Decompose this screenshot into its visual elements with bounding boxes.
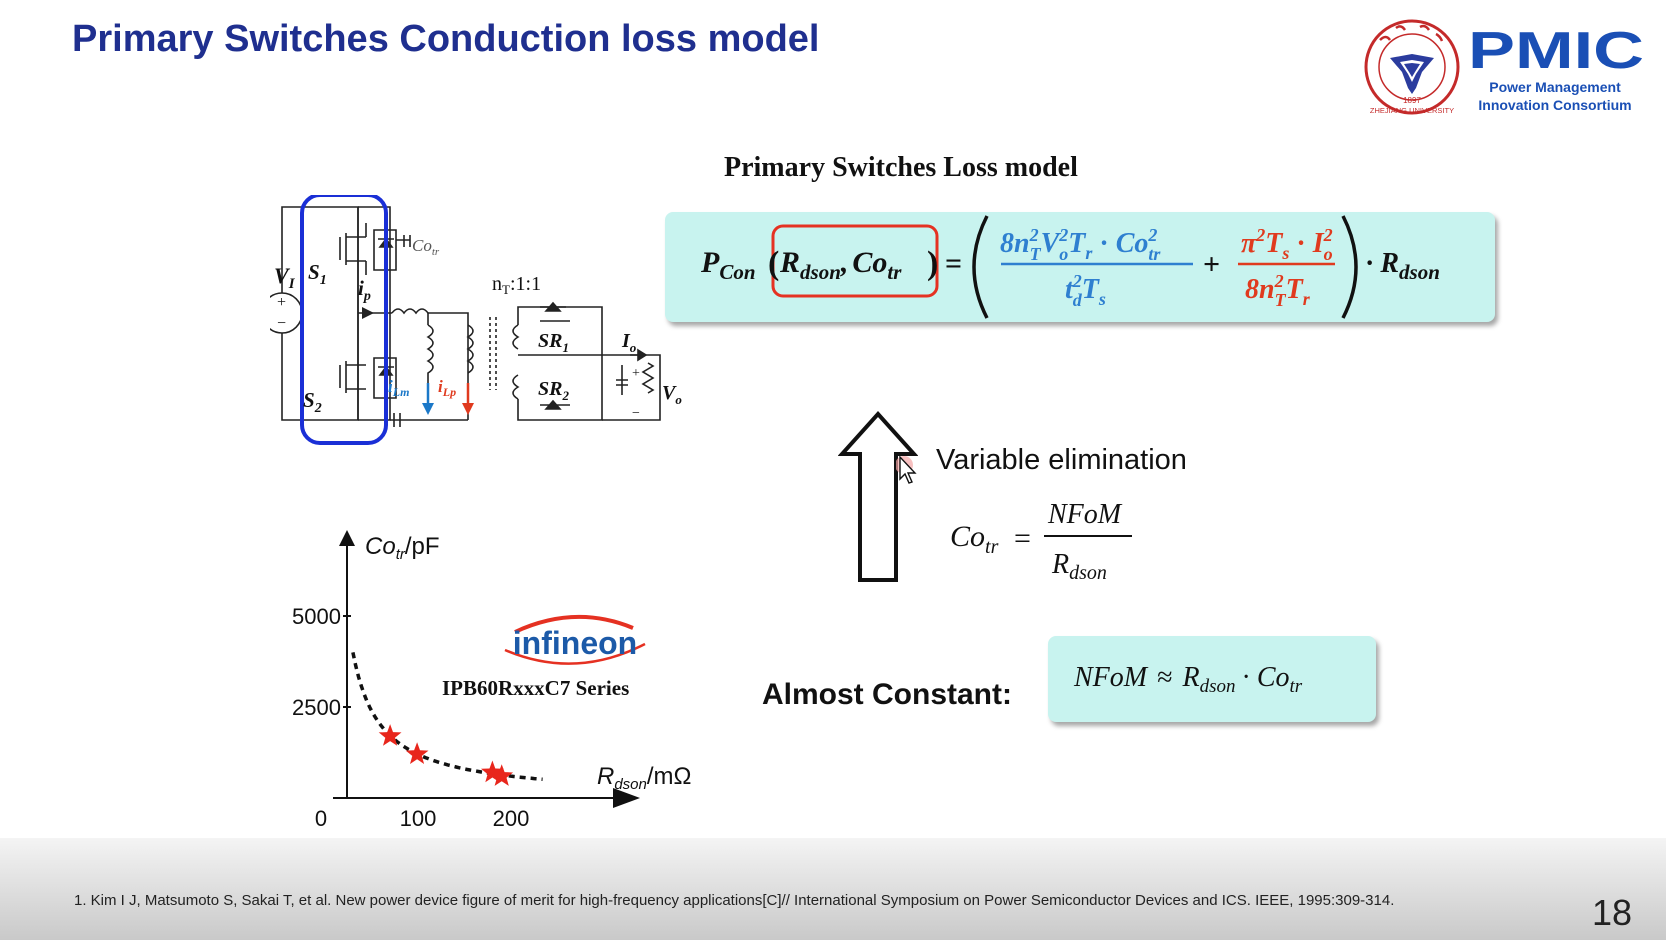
footer-bar xyxy=(0,838,1666,940)
variable-elimination-label: Variable elimination xyxy=(936,444,1187,476)
equals-sign: = xyxy=(945,247,962,280)
device-point-star-icon xyxy=(405,742,429,764)
reference-footnote: 1. Kim I J, Matsumoto S, Sakai T, et al.… xyxy=(74,892,1395,909)
nfom-expression: NFoM ≈ Rdson · Cotr xyxy=(1073,662,1303,697)
nfom-equation: NFoM ≈ Rdson · Cotr xyxy=(1073,662,1303,697)
x-tick-label: 100 xyxy=(400,806,437,831)
ilm-label: iLm xyxy=(388,377,409,399)
source-plus: + xyxy=(277,294,286,311)
big-close-paren xyxy=(1341,215,1358,319)
infineon-logo: infineon xyxy=(504,615,646,665)
vo-label: Vo xyxy=(662,382,682,407)
pmic-brand: PMIC xyxy=(1468,22,1644,80)
nfom-trend-curve xyxy=(351,652,543,782)
chart-axes xyxy=(333,530,640,808)
plus-sign: + xyxy=(1203,248,1220,281)
ip-arrow-icon xyxy=(362,307,374,319)
lhs-args: Rdson, Cotr xyxy=(779,246,902,284)
y-axis-label: Cotr/pF xyxy=(365,533,440,563)
sr2-label: SR2 xyxy=(538,378,569,403)
seal-text: ZHEJIANG UNIVERSITY xyxy=(1370,106,1454,115)
lhs-close-paren: ) xyxy=(927,245,938,282)
cotr-elimination-equation: Cotr = NFoM Rdson xyxy=(950,499,1132,584)
term1-fraction: 8n2 TV2 oTr · Co2 tr t2 dTs xyxy=(1000,225,1193,310)
ip-label: ip xyxy=(358,276,371,304)
device-point-star-icon xyxy=(378,724,402,746)
cotr-equals: = xyxy=(1014,522,1031,555)
x-tick-label: 200 xyxy=(493,806,530,831)
vo-minus: − xyxy=(632,406,640,421)
rhs-factor: · Rdson xyxy=(1365,248,1440,284)
mouse-cursor-icon xyxy=(896,455,917,484)
chart-ticks: 0 100 200 5000 2500 xyxy=(292,604,529,831)
source-minus: − xyxy=(277,315,286,332)
term2-denominator: 8n2 TTr xyxy=(1245,271,1311,310)
chart-points xyxy=(378,724,514,786)
argument-highlight-box xyxy=(771,224,939,298)
term1-denominator: t2 dTs xyxy=(1065,271,1106,310)
s1-label: S1 xyxy=(308,260,327,288)
io-label: Io xyxy=(621,330,637,355)
zju-seal-icon: 1897 ZHEJIANG UNIVERSITY xyxy=(1364,19,1460,115)
y-tick-label: 2500 xyxy=(292,695,341,720)
cotr-label: Cotr xyxy=(412,236,440,258)
y-tick-label: 5000 xyxy=(292,604,341,629)
x-axis-label: Rdson/mΩ xyxy=(597,763,691,793)
page-number: 18 xyxy=(1592,892,1633,933)
loss-model-heading: Primary Switches Loss model xyxy=(724,152,1078,183)
primary-switches-highlight xyxy=(300,195,388,445)
seal-year: 1897 xyxy=(1403,96,1421,105)
cotr-numerator: NFoM xyxy=(1047,499,1123,530)
almost-constant-label: Almost Constant: xyxy=(762,678,1012,711)
nfom-chart: Cotr/pF Rdson/mΩ 0 100 200 5000 2500 xyxy=(292,530,691,831)
pmic-line2: Innovation Consortium xyxy=(1478,97,1631,113)
sr1-label: SR1 xyxy=(538,330,569,355)
lhs-p: PCon xyxy=(700,246,756,284)
up-arrow-icon xyxy=(838,411,918,582)
device-series-label: IPB60RxxxC7 Series xyxy=(442,676,630,700)
slide-title: Primary Switches Conduction loss model xyxy=(72,18,820,60)
infineon-arc-icon xyxy=(514,615,634,634)
device-point-star-icon xyxy=(490,764,514,786)
cotr-denominator: Rdson xyxy=(1051,549,1107,584)
nfom-equation-box xyxy=(1048,636,1376,722)
turns-ratio-label: nT:1:1 xyxy=(492,273,541,297)
lhs-open-paren: ( xyxy=(768,245,779,282)
term2-numerator: π2Ts · I2 o xyxy=(1241,225,1333,264)
infineon-wordmark: infineon xyxy=(513,625,637,661)
llc-circuit-diagram: + − VI S1 S2 Cotr ip iLm iLp nT:1:1 SR1 … xyxy=(270,195,682,445)
term2-fraction: π2Ts · I2 o 8n2 TTr xyxy=(1238,225,1335,310)
ilp-label: iLp xyxy=(438,377,456,399)
big-open-paren xyxy=(972,215,989,319)
x-tick-label: 0 xyxy=(315,806,327,831)
term1-numerator: 8n2 TV2 oTr · Co2 tr xyxy=(1000,225,1161,264)
cotr-lhs: Cotr xyxy=(950,520,999,558)
device-point-star-icon xyxy=(481,760,504,783)
vo-plus: + xyxy=(632,366,640,381)
conduction-loss-equation: PCon ( Rdson, Cotr ) = 8n2 TV2 oTr · Co2 tr … xyxy=(700,215,1440,319)
io-arrow-icon xyxy=(630,348,648,362)
s2-label: S2 xyxy=(303,388,322,416)
pmic-line1: Power Management xyxy=(1489,79,1621,95)
vin-label: VI xyxy=(274,263,296,292)
zju-pmic-logo: 1897 ZHEJIANG UNIVERSITY PMIC Power Mana… xyxy=(1364,19,1644,115)
